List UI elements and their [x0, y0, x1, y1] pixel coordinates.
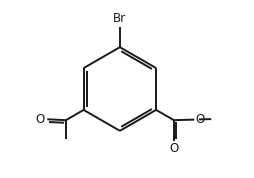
Text: O: O	[169, 142, 179, 155]
Text: Br: Br	[113, 12, 126, 25]
Text: O: O	[35, 112, 44, 126]
Text: O: O	[196, 113, 205, 126]
